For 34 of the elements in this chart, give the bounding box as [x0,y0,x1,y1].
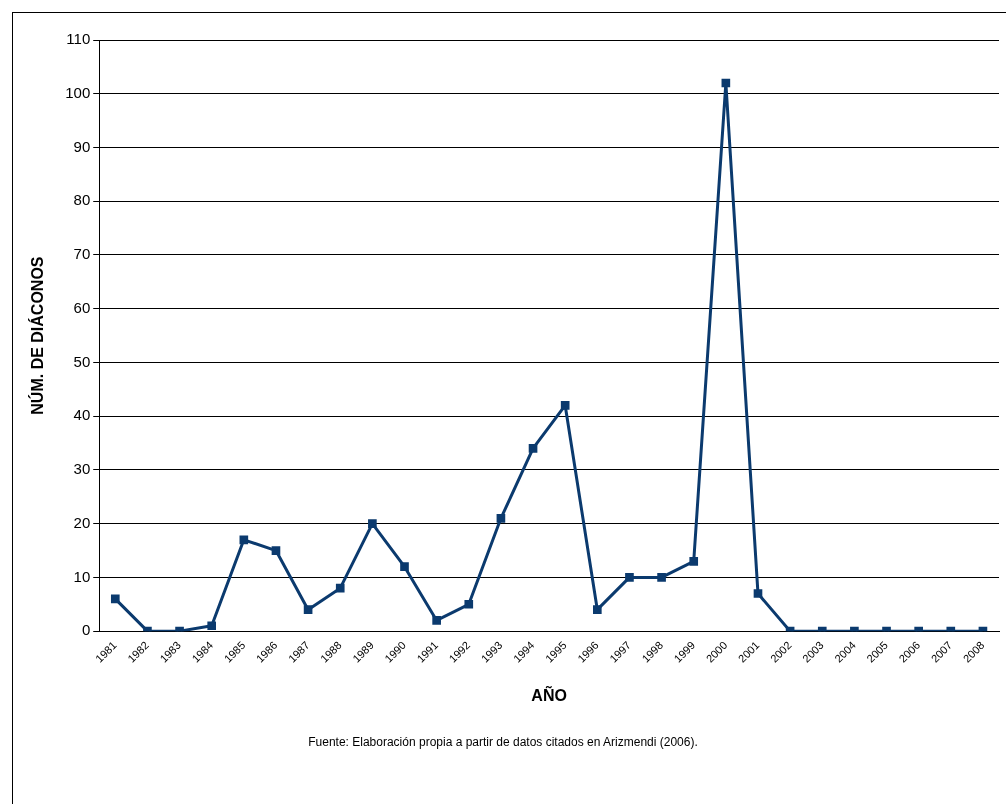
point [303,605,313,614]
y-tick-label: 10 [73,567,91,585]
y-tick-label: 50 [73,352,91,370]
x-axis-title: AÑO [531,684,567,704]
point [400,562,409,571]
point [432,616,441,625]
point [721,78,731,88]
point [239,535,249,545]
y-tick-label: 60 [73,298,91,316]
point [335,583,345,593]
point [625,573,634,582]
point [368,519,377,529]
source-note: Fuente: Elaboración propia a partir de datos citados en Arizmendi (2006). [307,735,699,749]
y-tick-label: 90 [73,137,91,155]
point [207,621,217,631]
y-tick-label: 40 [73,406,91,424]
y-tick-label: 80 [73,191,91,209]
y-tick-label: 20 [73,513,91,531]
point [753,589,763,598]
point [689,556,699,566]
y-tick-label: 110 [66,30,91,48]
y-tick-label: 70 [73,245,91,263]
point [560,401,570,410]
point [528,444,538,453]
y-tick-label: 30 [73,460,91,478]
point [496,513,506,523]
y-axis-title: NÚM. DE DIÁCONOS [28,256,47,415]
point [110,594,120,604]
point [592,605,602,614]
y-tick-label: 100 [65,83,91,101]
point [271,546,281,555]
point [464,599,474,609]
y-tick-label: 0 [81,621,91,639]
point [657,573,666,582]
